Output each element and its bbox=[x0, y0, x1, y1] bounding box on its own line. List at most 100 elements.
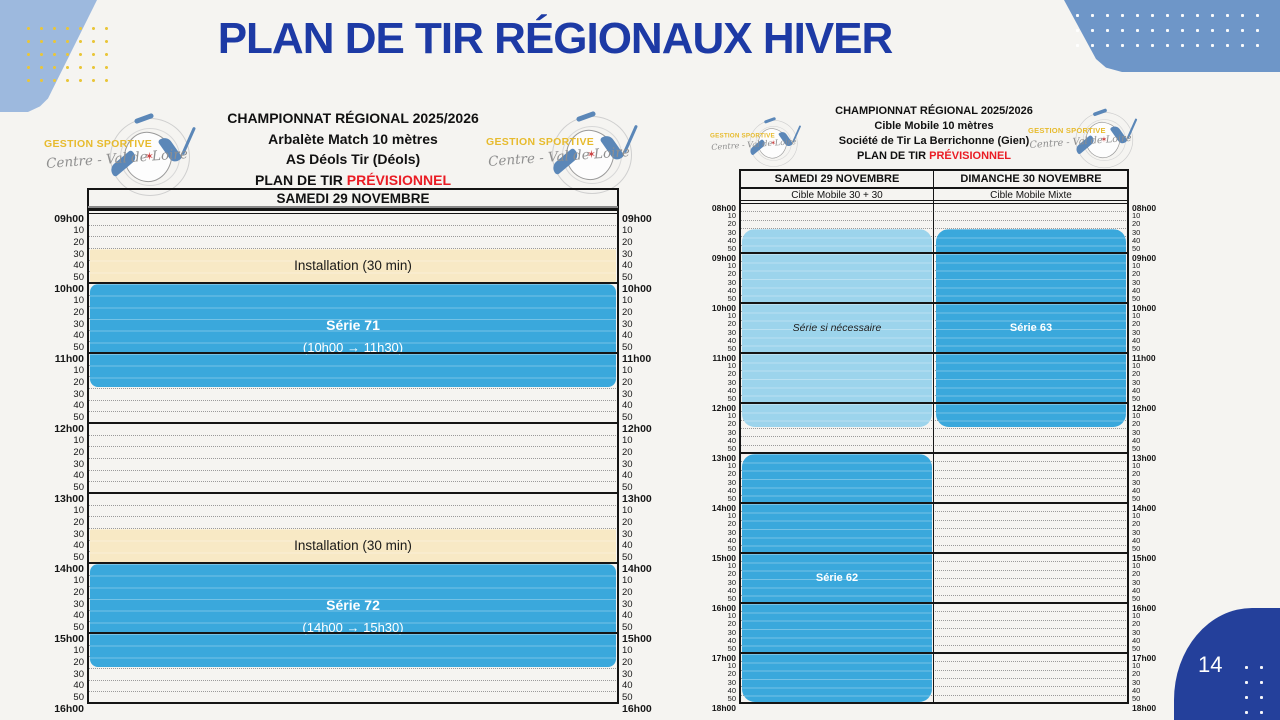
event-time-range: (14h00 → 15h30) bbox=[302, 619, 404, 635]
time-label: 10 bbox=[727, 310, 736, 320]
time-label: 15h00 bbox=[54, 632, 84, 645]
time-label: 50 bbox=[622, 411, 633, 423]
time-label: 40 bbox=[727, 485, 736, 495]
time-label: 50 bbox=[622, 551, 633, 563]
minute-line bbox=[740, 311, 1128, 313]
minute-line bbox=[740, 569, 1128, 571]
logo-title: GESTION SPORTIVE bbox=[44, 138, 153, 150]
time-label: 10h00 bbox=[622, 282, 652, 295]
time-label: 40 bbox=[1132, 235, 1141, 245]
minute-line bbox=[740, 594, 1128, 596]
event-label: Série 72 bbox=[326, 596, 380, 613]
minute-line bbox=[88, 691, 618, 693]
time-label: 50 bbox=[1132, 444, 1141, 454]
logo-title: GESTION SPORTIVE bbox=[710, 132, 775, 140]
minute-line bbox=[88, 364, 618, 366]
hour-line bbox=[740, 552, 1128, 554]
day-header-underline bbox=[88, 208, 618, 210]
minute-line bbox=[740, 361, 1128, 363]
day-header: DIMANCHE 30 NOVEMBRE bbox=[960, 172, 1102, 185]
time-label: 50 bbox=[1132, 244, 1141, 254]
minute-line bbox=[88, 668, 618, 669]
logo-title: GESTION SPORTIVE bbox=[1028, 126, 1106, 136]
time-label: 50 bbox=[73, 341, 84, 353]
time-label: 12h00 bbox=[711, 402, 736, 413]
minute-line bbox=[88, 621, 618, 623]
time-label: 10 bbox=[622, 575, 633, 587]
minute-line bbox=[740, 628, 1128, 629]
hour-line bbox=[740, 652, 1128, 654]
minute-line bbox=[740, 411, 1128, 413]
club-line: Société de Tir La Berrichonne (Gien) bbox=[838, 135, 1030, 147]
hour-line bbox=[740, 452, 1128, 454]
page-title: PLAN DE TIR RÉGIONAUX HIVER bbox=[217, 14, 894, 63]
minute-line bbox=[88, 446, 618, 448]
hour-line bbox=[88, 632, 618, 634]
time-label: 13h00 bbox=[711, 452, 736, 463]
minute-line bbox=[88, 574, 618, 576]
minute-line bbox=[740, 269, 1128, 271]
time-label: 30 bbox=[622, 248, 633, 260]
time-label: 50 bbox=[727, 394, 736, 404]
time-label: 10 bbox=[1132, 260, 1141, 270]
table-border bbox=[87, 188, 619, 704]
time-label: 30 bbox=[622, 528, 633, 540]
time-label: 10 bbox=[727, 510, 736, 520]
page-number: 14 bbox=[1198, 652, 1223, 677]
hour-line bbox=[740, 252, 1128, 254]
time-label: 10 bbox=[622, 225, 633, 237]
time-label: 17h00 bbox=[1132, 652, 1157, 663]
time-label: 30 bbox=[73, 598, 84, 610]
time-label: 50 bbox=[727, 294, 736, 304]
time-label: 18h00 bbox=[711, 702, 736, 713]
day-subheader: Cible Mobile Mixte bbox=[990, 189, 1072, 201]
event-time-range: (10h00 → 11h30) bbox=[302, 339, 404, 355]
time-label: 11h00 bbox=[54, 352, 84, 365]
plan-line: PLAN DE TIR PRÉVISIONNEL bbox=[193, 170, 513, 191]
time-label: 10 bbox=[1132, 410, 1141, 420]
time-label: 50 bbox=[727, 544, 736, 554]
hour-line bbox=[740, 402, 1128, 404]
minute-line bbox=[740, 244, 1128, 246]
time-label: 20 bbox=[73, 446, 84, 458]
time-label: 10h00 bbox=[1132, 302, 1157, 313]
minute-line bbox=[740, 394, 1128, 396]
time-label: 20 bbox=[727, 669, 736, 679]
time-label: 10 bbox=[622, 365, 633, 377]
time-label: 30 bbox=[622, 318, 633, 330]
time-label: 13h00 bbox=[54, 492, 84, 505]
minute-line bbox=[740, 378, 1128, 379]
time-label: 50 bbox=[73, 481, 84, 493]
event-label: Installation (30 min) bbox=[294, 538, 412, 553]
time-label: 50 bbox=[727, 444, 736, 454]
gestion-sportive-logo: ✶ GESTION SPORTIVE Centre - Val de Loire bbox=[44, 112, 196, 200]
minute-line bbox=[88, 236, 618, 238]
time-label: 50 bbox=[727, 694, 736, 704]
time-label: 09h00 bbox=[622, 212, 652, 225]
time-label: 40 bbox=[622, 330, 633, 342]
time-label: 20 bbox=[727, 569, 736, 579]
time-label: 10 bbox=[1132, 210, 1141, 220]
hour-line bbox=[88, 492, 618, 494]
time-label: 30 bbox=[727, 427, 736, 437]
time-label: 16h00 bbox=[711, 602, 736, 613]
hour-line bbox=[88, 282, 618, 284]
minute-line bbox=[88, 434, 618, 436]
minute-line bbox=[740, 669, 1128, 671]
minute-line bbox=[740, 578, 1128, 579]
time-label: 50 bbox=[1132, 394, 1141, 404]
minute-line bbox=[740, 661, 1128, 663]
minute-line bbox=[88, 318, 618, 319]
time-label: 11h00 bbox=[1132, 352, 1156, 363]
time-label: 40 bbox=[1132, 485, 1141, 495]
time-label: 40 bbox=[727, 335, 736, 345]
plan-line: PLAN DE TIR PRÉVISIONNEL bbox=[774, 149, 1094, 164]
time-label: 30 bbox=[727, 377, 736, 387]
minute-line bbox=[88, 259, 618, 261]
minute-line bbox=[740, 486, 1128, 488]
time-label: 16h00 bbox=[1132, 602, 1157, 613]
minute-line bbox=[88, 469, 618, 471]
minute-line bbox=[88, 528, 618, 529]
time-label: 40 bbox=[727, 685, 736, 695]
